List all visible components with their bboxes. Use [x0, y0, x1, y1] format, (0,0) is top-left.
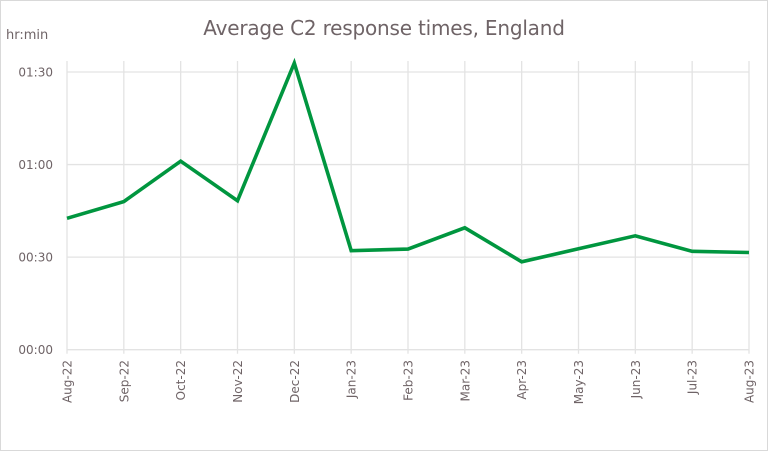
x-tick-label: Dec-22: [288, 360, 302, 403]
x-tick-label: Jul-23: [686, 360, 700, 395]
y-tick-label: 01:00: [18, 158, 53, 172]
y-tick-label: 01:30: [18, 66, 53, 80]
y-axis-label: hr:min: [6, 28, 49, 43]
x-tick-label: Apr-23: [515, 360, 529, 400]
y-tick-label: 00:30: [18, 251, 53, 265]
x-tick-label: Jan-23: [345, 360, 359, 399]
x-tick-label: Aug-23: [743, 360, 757, 403]
x-tick-label: May-23: [572, 360, 586, 404]
x-tick-label: Jun-23: [629, 360, 643, 399]
data-series-line: [66, 57, 750, 264]
x-tick-label: Sep-22: [117, 360, 131, 402]
y-tick-label: 00:00: [18, 343, 53, 357]
x-tick-label: Nov-22: [231, 360, 245, 403]
x-tick-label: Oct-22: [174, 360, 188, 400]
x-tick-label: Aug-22: [61, 360, 75, 403]
x-tick-label: Feb-23: [402, 360, 416, 401]
chart-title: Average C2 response times, England: [203, 16, 565, 40]
x-tick-label: Mar-23: [458, 360, 472, 401]
